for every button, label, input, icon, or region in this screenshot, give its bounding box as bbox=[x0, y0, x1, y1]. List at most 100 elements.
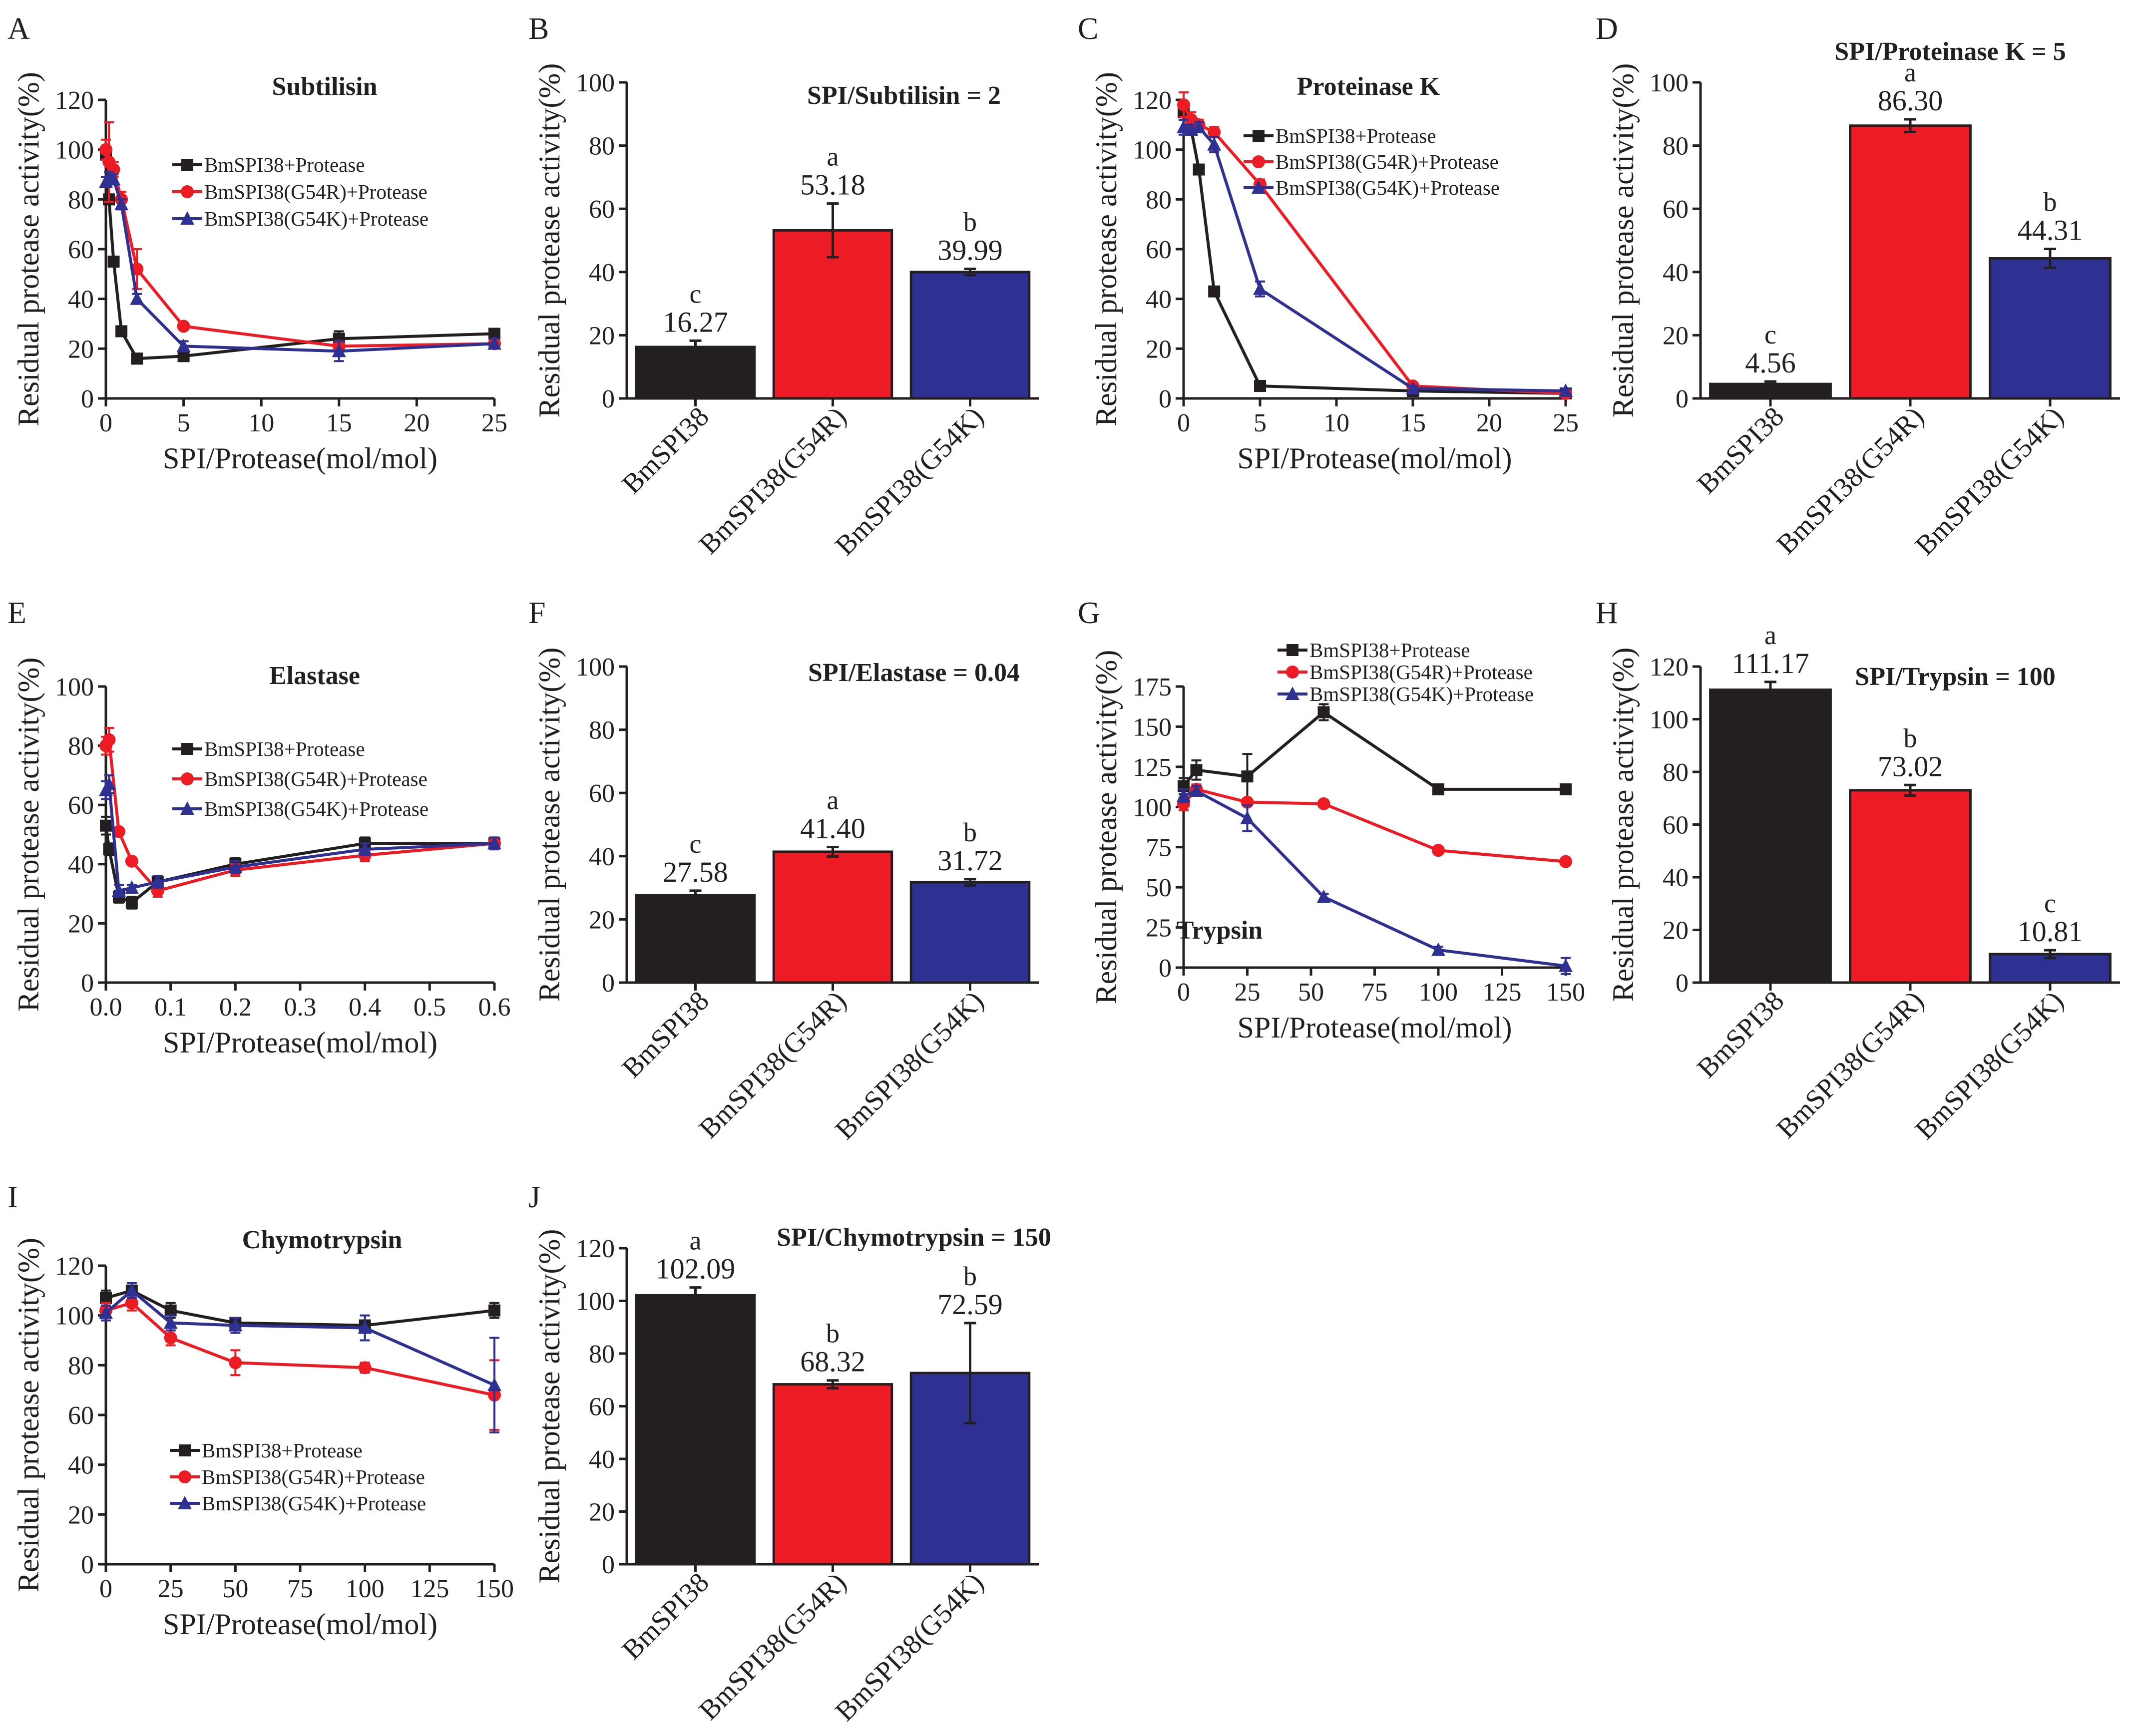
legend: BmSPI38+Protease BmSPI38(G54R)+Protease Bm… bbox=[172, 737, 428, 820]
y-tick-label: 100 bbox=[576, 69, 615, 97]
y-tick-label: 60 bbox=[589, 779, 615, 808]
significance-letter: c bbox=[690, 279, 702, 309]
y-axis-label: Residual protease activity(%) bbox=[12, 72, 45, 426]
significance-letter: b bbox=[1904, 723, 1917, 753]
y-axis-label: Residual protease activity(%) bbox=[533, 648, 566, 1002]
y-tick-label: 0 bbox=[1159, 954, 1172, 983]
x-tick-label: 20 bbox=[404, 409, 429, 437]
legend-marker bbox=[1252, 155, 1265, 168]
legend-marker bbox=[180, 211, 194, 225]
y-tick-label: 40 bbox=[68, 851, 94, 879]
y-tick-label: 120 bbox=[576, 1235, 615, 1263]
x-tick-label: 150 bbox=[1546, 978, 1585, 1007]
y-tick-label: 80 bbox=[1146, 186, 1172, 214]
y-tick-label: 60 bbox=[68, 1401, 94, 1430]
category-label: BmSPI38(G54K) bbox=[830, 401, 990, 561]
y-tick-label: 100 bbox=[1650, 706, 1689, 734]
series-2 bbox=[1177, 782, 1572, 868]
data-point bbox=[487, 336, 501, 350]
bar bbox=[909, 271, 1031, 400]
legend-entry: BmSPI38(G54R)+Protease bbox=[1309, 661, 1533, 684]
data-point bbox=[332, 344, 346, 357]
x-tick-label: 150 bbox=[475, 1575, 514, 1603]
series-1 bbox=[1178, 703, 1572, 800]
y-axis-label: Residual protease activity(%) bbox=[533, 1229, 566, 1584]
data-point bbox=[107, 255, 120, 268]
bar bbox=[635, 894, 756, 984]
x-axis-label: SPI/Protease(mol/mol) bbox=[1238, 442, 1512, 475]
significance-letter: c bbox=[690, 829, 702, 859]
y-tick-label: 75 bbox=[1146, 834, 1172, 862]
x-tick-label: 125 bbox=[1483, 978, 1522, 1007]
x-tick-label: 20 bbox=[1476, 409, 1502, 437]
legend-marker bbox=[178, 1496, 192, 1509]
legend-entry: BmSPI38(G54R)+Protease bbox=[204, 767, 428, 790]
significance-letter: b bbox=[963, 817, 977, 847]
data-point bbox=[1189, 783, 1204, 797]
y-tick-label: 120 bbox=[1650, 653, 1689, 682]
legend-marker bbox=[179, 1444, 191, 1456]
x-tick-label: 0.4 bbox=[349, 993, 381, 1022]
category-label: BmSPI38(G54K) bbox=[1909, 985, 2070, 1145]
data-point bbox=[1208, 285, 1221, 298]
y-tick-label: 40 bbox=[589, 259, 615, 287]
series-3 bbox=[99, 169, 501, 362]
panel-d: D 0 20 40 60 80 100 Residual protease activity… bbox=[1596, 12, 2120, 561]
data-point bbox=[111, 883, 126, 897]
data-point bbox=[1431, 942, 1445, 956]
significance-letter: b bbox=[963, 207, 977, 237]
y-tick-label: 60 bbox=[589, 1393, 615, 1421]
data-point bbox=[358, 1361, 372, 1375]
bar bbox=[1709, 689, 1832, 984]
series-line bbox=[1182, 787, 1566, 863]
data-point bbox=[488, 1304, 500, 1317]
category-label: BmSPI38(G54K) bbox=[1909, 401, 2070, 561]
data-point bbox=[164, 1331, 177, 1345]
y-axis-label: Residual protease activity(%) bbox=[1090, 72, 1123, 426]
significance-letter: a bbox=[1764, 620, 1776, 650]
series-line bbox=[104, 149, 495, 348]
y-tick-label: 80 bbox=[589, 1340, 615, 1369]
y-tick-label: 40 bbox=[1663, 864, 1689, 892]
data-label: 68.32 bbox=[800, 1346, 865, 1378]
legend-entry: BmSPI38+Protease bbox=[204, 737, 365, 760]
category-label: BmSPI38 bbox=[616, 985, 715, 1084]
data-point bbox=[99, 1305, 113, 1319]
legend-marker bbox=[181, 772, 194, 785]
panel-g: G 0 25 50 75 100 125 150 175 Residual protease a… bbox=[1078, 596, 1585, 1044]
data-point bbox=[229, 1356, 242, 1370]
x-tick-label: 5 bbox=[1254, 409, 1267, 437]
data-point bbox=[1192, 119, 1206, 133]
data-point bbox=[1177, 119, 1191, 133]
category-label: BmSPI38(G54K) bbox=[830, 1567, 990, 1727]
category-label: BmSPI38(G54R) bbox=[693, 401, 853, 560]
data-point bbox=[112, 825, 125, 838]
data-label: 16.27 bbox=[663, 306, 728, 338]
data-point bbox=[1177, 788, 1191, 802]
chart-title: SPI/Proteinase K = 5 bbox=[1834, 37, 2066, 66]
significance-letter: c bbox=[2044, 888, 2056, 918]
y-tick-label: 0 bbox=[81, 1551, 94, 1579]
legend-entry: BmSPI38+Protease bbox=[204, 153, 365, 176]
x-tick-label: 75 bbox=[287, 1575, 313, 1603]
x-tick-label: 5 bbox=[177, 409, 190, 437]
legend: BmSPI38+Protease BmSPI38(G54R)+Protease Bm… bbox=[1244, 124, 1500, 199]
data-point bbox=[1254, 380, 1266, 392]
data-point bbox=[115, 325, 128, 338]
bar bbox=[635, 346, 756, 400]
y-tick-label: 20 bbox=[589, 1498, 615, 1527]
data-point bbox=[131, 352, 143, 365]
bar bbox=[1849, 789, 1972, 984]
data-point bbox=[1253, 281, 1267, 295]
data-point bbox=[100, 819, 112, 832]
y-tick-label: 20 bbox=[589, 906, 615, 934]
panel-f: F 0 20 40 60 80 100 Residual protease activity… bbox=[528, 596, 1039, 1145]
data-point bbox=[228, 859, 243, 873]
significance-letter: a bbox=[690, 1226, 702, 1256]
y-tick-label: 40 bbox=[68, 1451, 94, 1480]
chart-title: Subtilisin bbox=[272, 72, 377, 101]
category-label: BmSPI38(G54R) bbox=[1770, 985, 1930, 1144]
legend-marker bbox=[181, 185, 194, 198]
y-tick-label: 80 bbox=[589, 132, 615, 161]
